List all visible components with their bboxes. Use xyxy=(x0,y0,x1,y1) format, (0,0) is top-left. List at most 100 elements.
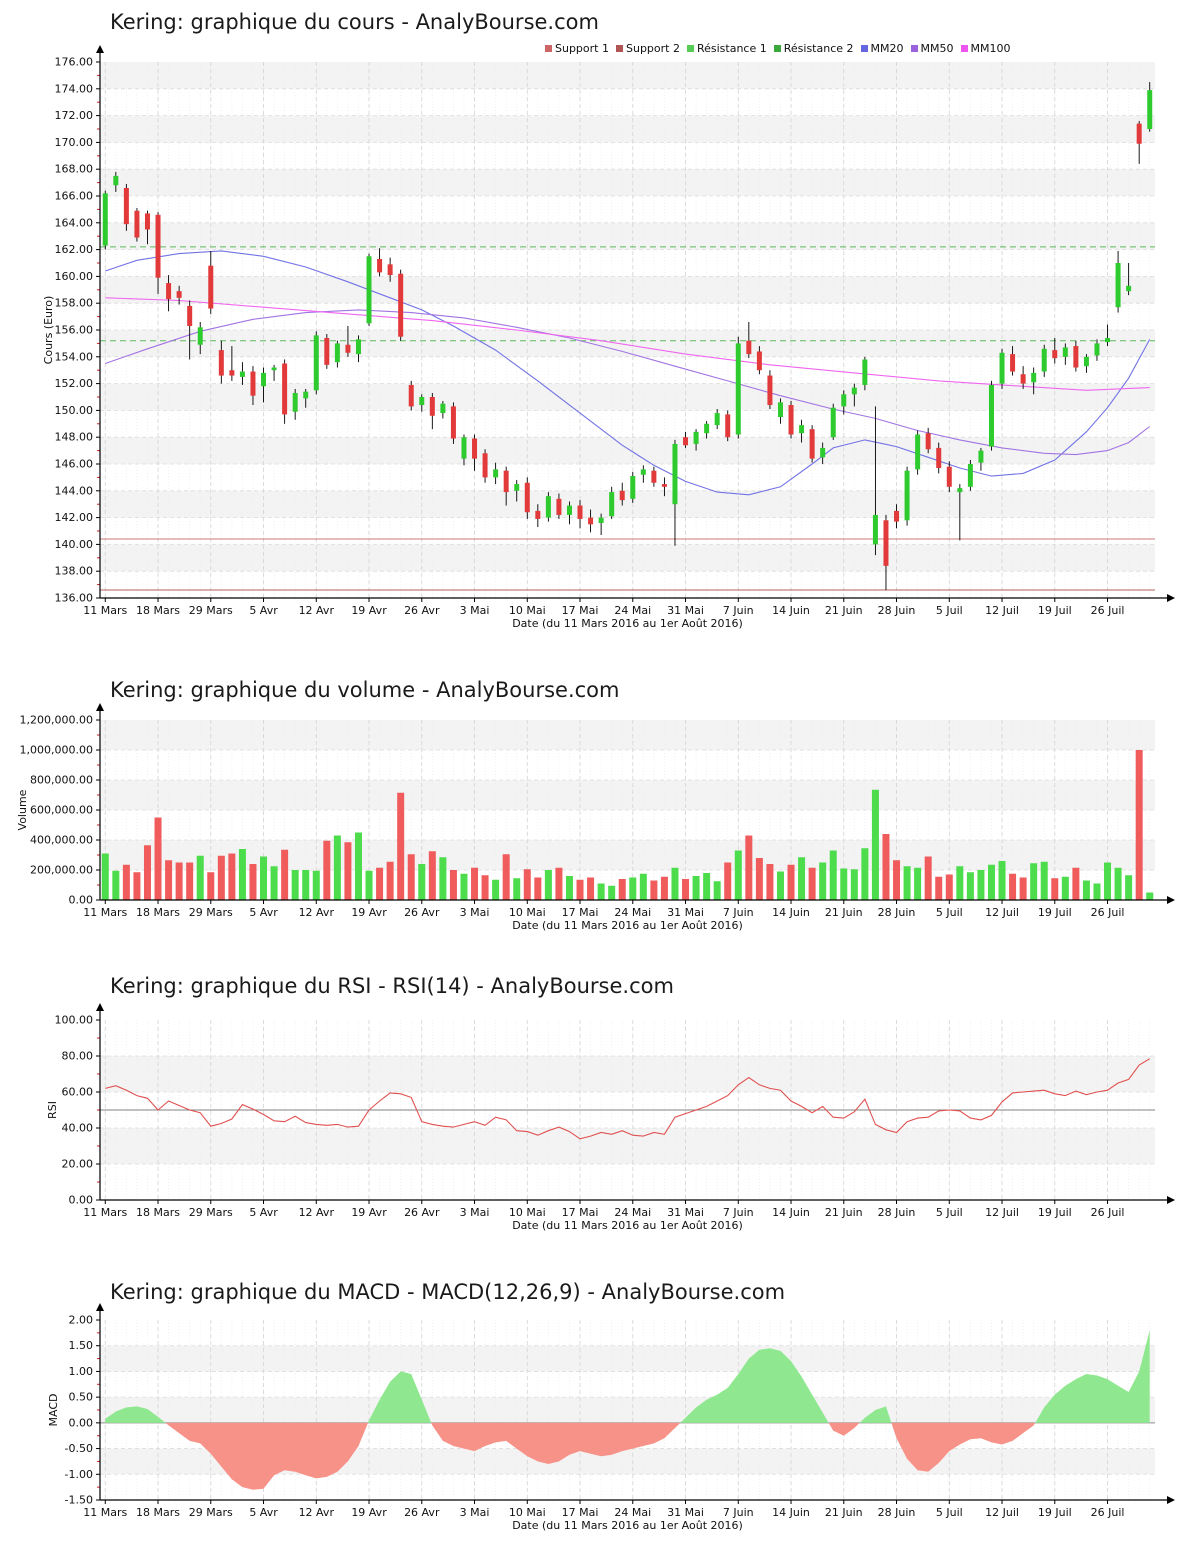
svg-text:Date (du 11 Mars 2016 au 1er A: Date (du 11 Mars 2016 au 1er Août 2016) xyxy=(512,919,743,932)
volume-bar-chart: 1,200,000.00 1,000,000.00 800,000.00 600,00… xyxy=(16,703,1175,932)
svg-text:19 Juil: 19 Juil xyxy=(1038,604,1072,617)
svg-text:28 Juin: 28 Juin xyxy=(878,604,916,617)
legend-item-r-sistance-1: Résistance 1 xyxy=(686,42,767,55)
legend-label: Résistance 1 xyxy=(696,42,767,55)
svg-text:5 Avr: 5 Avr xyxy=(249,604,278,617)
svg-text:156.00: 156.00 xyxy=(55,324,94,337)
mm20-line xyxy=(105,250,1151,496)
svg-text:18 Mars: 18 Mars xyxy=(136,604,180,617)
cours-chart-title: Kering: graphique du cours - AnalyBourse… xyxy=(110,10,599,34)
svg-text:19 Avr: 19 Avr xyxy=(351,604,387,617)
svg-text:166.00: 166.00 xyxy=(55,190,94,203)
svg-text:18 Mars: 18 Mars xyxy=(136,1206,180,1219)
svg-text:MACD: MACD xyxy=(47,1394,60,1427)
svg-text:7 Juin: 7 Juin xyxy=(723,604,754,617)
svg-text:0.00: 0.00 xyxy=(69,1194,94,1207)
svg-text:Cours (Euro): Cours (Euro) xyxy=(42,296,55,365)
section-macd: 2.00 1.50 1.00 0.50 0.00 -0.50 -1.00 -1.50 11 Ma… xyxy=(0,1258,1200,1550)
svg-text:400,000.00: 400,000.00 xyxy=(30,834,93,847)
svg-text:10 Mai: 10 Mai xyxy=(509,604,546,617)
svg-text:26 Juil: 26 Juil xyxy=(1091,906,1125,919)
svg-text:31 Mai: 31 Mai xyxy=(667,604,704,617)
svg-text:7 Juin: 7 Juin xyxy=(723,906,754,919)
svg-text:5 Juil: 5 Juil xyxy=(936,604,963,617)
svg-text:RSI: RSI xyxy=(46,1101,59,1119)
svg-text:31 Mai: 31 Mai xyxy=(667,1506,704,1519)
svg-text:21 Juin: 21 Juin xyxy=(825,1506,863,1519)
svg-text:21 Juin: 21 Juin xyxy=(825,1206,863,1219)
svg-text:24 Mai: 24 Mai xyxy=(614,906,651,919)
svg-text:29 Mars: 29 Mars xyxy=(189,1506,233,1519)
legend-item-support-1: Support 1 xyxy=(545,42,609,55)
rsi-line xyxy=(105,1058,1150,1140)
svg-text:14 Juin: 14 Juin xyxy=(772,1206,810,1219)
svg-text:80.00: 80.00 xyxy=(62,1050,94,1063)
svg-text:21 Juin: 21 Juin xyxy=(825,604,863,617)
section-cours: 176.00 174.00 172.00 170.00 168.00 166.00 164.… xyxy=(0,0,1200,656)
svg-text:148.00: 148.00 xyxy=(55,431,94,444)
svg-text:26 Avr: 26 Avr xyxy=(404,1206,440,1219)
svg-text:170.00: 170.00 xyxy=(55,136,94,149)
svg-text:12 Juil: 12 Juil xyxy=(985,906,1019,919)
svg-text:12 Avr: 12 Avr xyxy=(299,604,335,617)
svg-text:21 Juin: 21 Juin xyxy=(825,906,863,919)
svg-text:150.00: 150.00 xyxy=(55,404,94,417)
macd-chart-title: Kering: graphique du MACD - MACD(12,26,9… xyxy=(110,1280,786,1304)
svg-text:14 Juin: 14 Juin xyxy=(772,1506,810,1519)
svg-text:12 Juil: 12 Juil xyxy=(985,604,1019,617)
svg-text:19 Avr: 19 Avr xyxy=(351,1506,387,1519)
svg-text:3 Mai: 3 Mai xyxy=(460,1506,490,1519)
svg-text:12 Avr: 12 Avr xyxy=(299,1506,335,1519)
svg-text:Date (du 11 Mars 2016 au 1er A: Date (du 11 Mars 2016 au 1er Août 2016) xyxy=(512,1219,743,1232)
legend-swatch xyxy=(773,45,781,52)
section-volume: 1,200,000.00 1,000,000.00 800,000.00 600,00… xyxy=(0,658,1200,956)
svg-text:19 Juil: 19 Juil xyxy=(1038,1506,1072,1519)
svg-text:14 Juin: 14 Juin xyxy=(772,604,810,617)
svg-text:10 Mai: 10 Mai xyxy=(509,1506,546,1519)
svg-text:600,000.00: 600,000.00 xyxy=(30,804,93,817)
svg-text:5 Juil: 5 Juil xyxy=(936,1506,963,1519)
svg-text:26 Juil: 26 Juil xyxy=(1091,604,1125,617)
svg-text:12 Juil: 12 Juil xyxy=(985,1206,1019,1219)
svg-text:17 Mai: 17 Mai xyxy=(562,1206,599,1219)
legend-label: MM20 xyxy=(870,42,904,55)
svg-text:11 Mars: 11 Mars xyxy=(83,1206,127,1219)
svg-text:5 Juil: 5 Juil xyxy=(936,906,963,919)
svg-text:26 Juil: 26 Juil xyxy=(1091,1506,1125,1519)
svg-text:Volume: Volume xyxy=(16,789,29,830)
legend-label: Support 1 xyxy=(555,42,609,55)
legend-swatch xyxy=(860,45,868,52)
svg-text:12 Juil: 12 Juil xyxy=(985,1506,1019,1519)
svg-text:18 Mars: 18 Mars xyxy=(136,906,180,919)
svg-text:29 Mars: 29 Mars xyxy=(189,1206,233,1219)
svg-text:2.00: 2.00 xyxy=(69,1314,94,1327)
rsi-chart-title: Kering: graphique du RSI - RSI(14) - Ana… xyxy=(110,974,674,998)
svg-text:800,000.00: 800,000.00 xyxy=(30,774,93,787)
svg-text:12 Avr: 12 Avr xyxy=(299,906,335,919)
svg-text:19 Juil: 19 Juil xyxy=(1038,1206,1072,1219)
svg-text:7 Juin: 7 Juin xyxy=(723,1206,754,1219)
svg-text:162.00: 162.00 xyxy=(55,243,94,256)
legend-label: Support 2 xyxy=(625,42,680,55)
svg-text:158.00: 158.00 xyxy=(55,297,94,310)
svg-text:1.50: 1.50 xyxy=(69,1339,94,1352)
svg-text:28 Juin: 28 Juin xyxy=(878,1206,916,1219)
svg-text:11 Mars: 11 Mars xyxy=(83,604,127,617)
svg-text:100.00: 100.00 xyxy=(55,1014,94,1027)
volume-chart-title: Kering: graphique du volume - AnalyBours… xyxy=(110,678,620,702)
svg-text:3 Mai: 3 Mai xyxy=(460,906,490,919)
svg-text:0.00: 0.00 xyxy=(69,1416,94,1429)
legend-swatch xyxy=(910,45,918,52)
svg-text:0.50: 0.50 xyxy=(69,1391,94,1404)
svg-text:172.00: 172.00 xyxy=(55,109,94,122)
svg-text:19 Avr: 19 Avr xyxy=(351,1206,387,1219)
svg-text:152.00: 152.00 xyxy=(55,377,94,390)
svg-text:31 Mai: 31 Mai xyxy=(667,1206,704,1219)
svg-text:142.00: 142.00 xyxy=(55,511,94,524)
svg-text:17 Mai: 17 Mai xyxy=(562,604,599,617)
svg-text:138.00: 138.00 xyxy=(55,565,94,578)
svg-text:17 Mai: 17 Mai xyxy=(562,906,599,919)
legend-label: MM100 xyxy=(970,42,1011,55)
